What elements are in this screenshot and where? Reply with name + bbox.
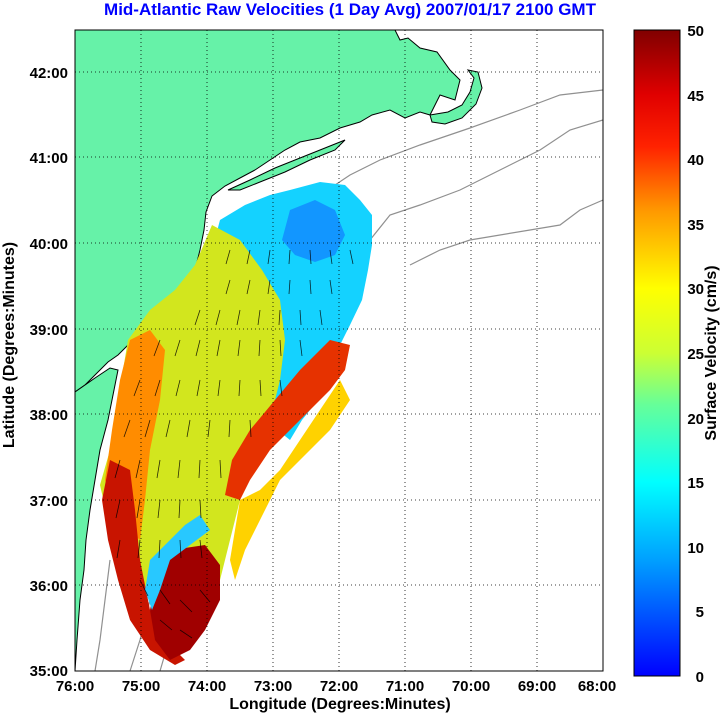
x-tick-74: 74:00 xyxy=(188,678,226,695)
land-cape-cod xyxy=(429,69,483,125)
colorbar-tick-35: 35 xyxy=(687,217,704,234)
y-tick-42: 42:00 xyxy=(30,65,68,82)
x-axis-title: Longitude (Degrees:Minutes) xyxy=(229,696,450,713)
x-tick-71: 71:00 xyxy=(386,678,424,695)
x-tick-labels: 76:00 75:00 74:00 73:00 72:00 71:00 70:0… xyxy=(56,678,616,695)
plot-frame xyxy=(74,29,604,672)
colorbar-tick-25: 25 xyxy=(687,346,704,363)
colorbar-label: Surface Velocity (cm/s) xyxy=(703,265,720,440)
colorbar-tick-5: 5 xyxy=(696,604,704,621)
colorbar-tick-45: 45 xyxy=(687,88,704,105)
y-tick-38: 38:00 xyxy=(30,407,68,424)
y-tick-36: 36:00 xyxy=(30,578,68,595)
x-tick-76: 76:00 xyxy=(56,678,94,695)
y-axis-title: Latitude (Degrees:Minutes) xyxy=(1,242,18,448)
y-tick-39: 39:00 xyxy=(30,322,68,339)
colorbar-tick-20: 20 xyxy=(687,411,704,428)
velocity-field xyxy=(100,182,372,665)
velocity-region-core-blue xyxy=(282,200,345,262)
colorbar-tick-40: 40 xyxy=(687,152,704,169)
velocity-region-gulfstream xyxy=(150,545,220,660)
velocity-region-shelf-slope xyxy=(230,380,350,580)
y-tick-41: 41:00 xyxy=(30,150,68,167)
velocity-region-inner-shelf xyxy=(145,515,210,610)
x-tick-68: 68:00 xyxy=(578,678,616,695)
land-delmarva-virginia xyxy=(75,367,119,671)
grid-lines xyxy=(75,30,603,671)
colorbar-tick-15: 15 xyxy=(687,475,704,492)
x-tick-70: 70:00 xyxy=(452,678,490,695)
colorbar xyxy=(633,29,681,677)
y-tick-37: 37:00 xyxy=(30,493,68,510)
x-tick-72: 72:00 xyxy=(320,678,358,695)
colorbar-tick-50: 50 xyxy=(687,23,704,40)
y-tick-40: 40:00 xyxy=(30,236,68,253)
y-tick-35: 35:00 xyxy=(30,663,68,680)
velocity-region-offshore-jet xyxy=(225,340,350,500)
colorbar-tick-labels: 50 45 40 35 30 25 20 15 10 5 0 xyxy=(687,23,704,686)
colorbar-tick-0: 0 xyxy=(696,669,704,686)
y-tick-labels: 42:00 41:00 40:00 39:00 38:00 37:00 36:0… xyxy=(30,65,68,680)
x-tick-69: 69:00 xyxy=(518,678,556,695)
map-title: Mid-Atlantic Raw Velocities (1 Day Avg) … xyxy=(104,0,596,19)
velocity-region-west xyxy=(100,225,285,600)
colorbar-tick-30: 30 xyxy=(687,281,704,298)
land-long-island xyxy=(227,139,346,191)
velocity-vectors xyxy=(114,249,354,639)
x-tick-73: 73:00 xyxy=(254,678,292,695)
colorbar-tick-10: 10 xyxy=(687,540,704,557)
x-tick-75: 75:00 xyxy=(122,678,160,695)
velocity-region-hatteras xyxy=(102,460,185,665)
